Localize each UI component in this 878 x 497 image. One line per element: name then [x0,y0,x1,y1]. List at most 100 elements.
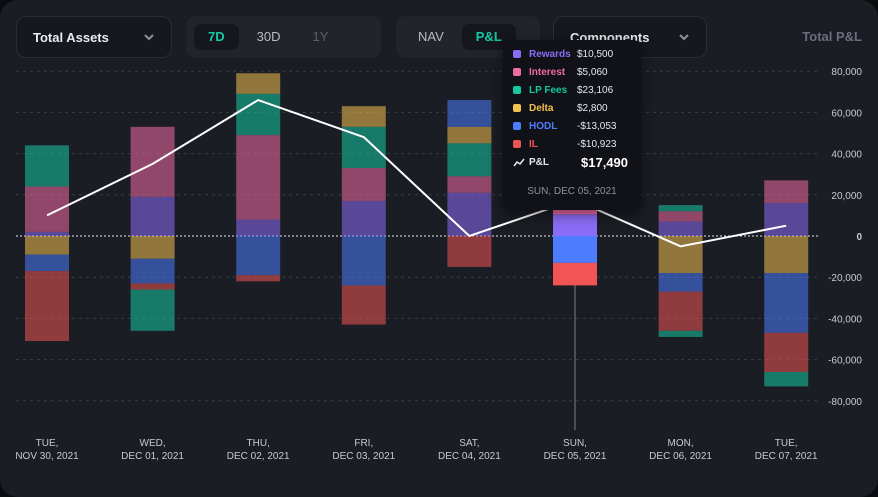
tooltip-name: P&L [529,156,549,168]
panel-title: Total P&L [802,29,862,44]
bar-segment[interactable] [764,180,809,204]
x-tick-label: FRI, [354,438,373,449]
bar-segment[interactable] [25,236,69,255]
bar-segment[interactable] [130,236,175,259]
legend-swatch [513,122,521,130]
bar-segment[interactable] [236,236,281,276]
bar-segment[interactable] [764,236,809,274]
range-1y-button[interactable]: 1Y [312,29,329,44]
bar-segment[interactable] [658,221,703,236]
bar-segment[interactable] [764,332,809,372]
bar-segment[interactable] [236,135,281,220]
tooltip-name: Rewards [529,48,571,60]
tooltip-date: SUN, DEC 05, 2021 [527,186,617,197]
tooltip-name: IL [529,138,538,150]
bar-segment[interactable] [130,196,175,236]
bar-segment[interactable] [341,285,386,325]
x-tick-label: TUE, [36,438,59,449]
bar-segment[interactable] [658,273,703,292]
y-tick-label: 60,000 [831,108,862,119]
bar-segment[interactable] [447,192,492,236]
time-range-toggle: 7D 30D 1Y [186,16,381,58]
bar-segment[interactable] [25,231,69,236]
x-tick-label: SUN, [563,438,587,449]
tooltip-name: HODL [529,120,558,132]
bar-segment[interactable] [553,236,597,263]
bar-segment[interactable] [236,275,281,282]
tooltip-value: -$10,923 [577,138,617,150]
range-7d-button[interactable]: 7D [194,24,239,50]
bar-segment[interactable] [658,330,703,337]
x-tick-label: DEC 06, 2021 [649,451,712,462]
tooltip-row-rewards: Rewards $10,500 [513,46,633,62]
tooltip-name: Delta [529,102,554,114]
bar-segment[interactable] [236,219,281,236]
bar-segment[interactable] [130,258,175,284]
tooltip-row-interest: Interest $5,060 [513,64,633,80]
bar-segment[interactable] [658,236,703,274]
bar-segment[interactable] [25,145,69,187]
view-nav-button[interactable]: NAV [418,29,444,44]
x-tick-label: DEC 01, 2021 [121,451,184,462]
bar-segment[interactable] [341,106,386,127]
y-tick-label: 40,000 [831,150,862,161]
bar-segment[interactable] [658,291,703,331]
bar-segment[interactable] [341,200,386,236]
x-tick-label: DEC 07, 2021 [755,451,818,462]
tooltip-row-il: IL -$10,923 [513,136,633,152]
bar-segment[interactable] [764,371,809,387]
bar-segment[interactable] [447,176,492,193]
bar-segment[interactable] [764,273,809,333]
bar-segment[interactable] [447,126,492,144]
bar-segment[interactable] [658,211,703,222]
y-tick-label: -60,000 [828,356,862,367]
bar-segment[interactable] [25,254,69,272]
x-tick-label: DEC 03, 2021 [332,451,395,462]
bar-segment[interactable] [25,271,69,342]
y-tick-label: -20,000 [828,273,862,284]
x-tick-label: NOV 30, 2021 [15,451,79,462]
legend-swatch [513,140,521,148]
bar-segment[interactable] [658,205,703,212]
tooltip-row-delta: Delta $2,800 [513,100,633,116]
range-30d-button[interactable]: 30D [256,29,281,44]
bar-segment[interactable] [130,126,175,197]
legend-swatch [513,104,521,112]
bar-segment[interactable] [447,236,492,267]
tooltip-name: Interest [529,66,566,78]
x-tick-label: SAT, [459,438,479,449]
bar-segment[interactable] [341,168,386,201]
metric-dropdown-label: Total Assets [33,29,109,45]
tooltip-value: $2,800 [577,102,608,114]
x-tick-label: DEC 02, 2021 [227,451,290,462]
chevron-down-icon [144,34,154,41]
bar-segment[interactable] [764,203,809,236]
metric-dropdown[interactable]: Total Assets [16,16,172,58]
bar-segment[interactable] [130,289,175,331]
bar-segment[interactable] [447,100,492,127]
tooltip: Rewards $10,500 Interest $5,060 LP Fees … [503,40,641,210]
legend-swatch [513,86,521,94]
view-pnl-button[interactable]: P&L [461,24,516,50]
tooltip-value: $5,060 [577,66,608,78]
chevron-down-icon [679,34,689,41]
bar-segment[interactable] [341,236,386,286]
pnl-line [46,98,787,248]
bar-segment[interactable] [553,262,597,286]
y-tick-label: -40,000 [828,314,862,325]
tooltip-pnl-value: $17,490 [581,154,628,170]
bar-segment[interactable] [553,214,597,236]
bar-segment[interactable] [25,186,69,232]
bar-segment[interactable] [341,126,386,169]
view-toggle: NAV P&L [396,16,540,58]
tooltip-value: $23,106 [577,84,614,96]
bar-segment[interactable] [130,283,175,290]
x-tick-label: THU, [247,438,270,449]
bar-segment[interactable] [447,143,492,177]
bar-segment[interactable] [236,73,281,94]
tooltip-row-hodl: HODL -$13,053 [513,118,633,134]
y-tick-label: 80,000 [831,67,862,78]
x-tick-label: DEC 04, 2021 [438,451,501,462]
